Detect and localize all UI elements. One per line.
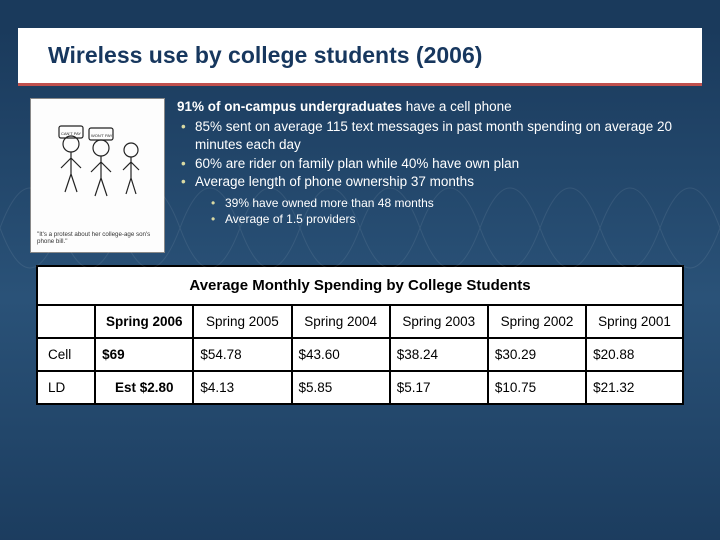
table-cell: Est $2.80 <box>95 371 193 404</box>
row-label: LD <box>37 371 95 404</box>
table-cell: $69 <box>95 338 193 371</box>
table-header <box>37 305 95 338</box>
lead-rest: have a cell phone <box>402 99 512 114</box>
svg-text:WON'T PAY: WON'T PAY <box>91 133 113 138</box>
sub-bullet-item: Average of 1.5 providers <box>225 211 690 227</box>
row-label: Cell <box>37 338 95 371</box>
table-cell: $20.88 <box>586 338 683 371</box>
table-cell: $5.85 <box>292 371 390 404</box>
table-cell: $30.29 <box>488 338 586 371</box>
slide: Wireless use by college students (2006) … <box>0 28 720 540</box>
slide-title: Wireless use by college students (2006) <box>48 42 672 69</box>
table-header: Spring 2001 <box>586 305 683 338</box>
sub-bullets: 39% have owned more than 48 months Avera… <box>177 195 690 227</box>
table-header: Spring 2004 <box>292 305 390 338</box>
table-header: Spring 2005 <box>193 305 291 338</box>
table-header-row: Spring 2006 Spring 2005 Spring 2004 Spri… <box>37 305 683 338</box>
bullet-item: 85% sent on average 115 text messages in… <box>195 118 690 154</box>
lead-line: 91% of on-campus undergraduates have a c… <box>177 98 690 116</box>
main-bullets: 85% sent on average 115 text messages in… <box>177 118 690 191</box>
cartoon-image: CAN'T PAY WON'T PAY "It's a protest abou… <box>30 98 165 253</box>
table-cell: $10.75 <box>488 371 586 404</box>
top-row: CAN'T PAY WON'T PAY "It's a protest abou… <box>30 98 690 253</box>
spending-table-wrap: Average Monthly Spending by College Stud… <box>36 265 684 405</box>
table-header: Spring 2006 <box>95 305 193 338</box>
table-cell: $4.13 <box>193 371 291 404</box>
facts-block: 91% of on-campus undergraduates have a c… <box>177 98 690 253</box>
table-cell: $38.24 <box>390 338 488 371</box>
spending-table: Average Monthly Spending by College Stud… <box>36 265 684 405</box>
table-row: LD Est $2.80 $4.13 $5.85 $5.17 $10.75 $2… <box>37 371 683 404</box>
table-cell: $5.17 <box>390 371 488 404</box>
cartoon-drawing: CAN'T PAY WON'T PAY <box>35 105 160 232</box>
bullet-item: Average length of phone ownership 37 mon… <box>195 173 690 191</box>
sub-bullet-item: 39% have owned more than 48 months <box>225 195 690 211</box>
table-cell: $54.78 <box>193 338 291 371</box>
bullet-item: 60% are rider on family plan while 40% h… <box>195 155 690 173</box>
title-bar: Wireless use by college students (2006) <box>18 28 702 86</box>
table-cell: $43.60 <box>292 338 390 371</box>
table-cell: $21.32 <box>586 371 683 404</box>
table-caption: Average Monthly Spending by College Stud… <box>36 265 684 304</box>
content-area: CAN'T PAY WON'T PAY "It's a protest abou… <box>0 86 720 405</box>
cartoon-caption: "It's a protest about her college-age so… <box>35 232 160 246</box>
table-header: Spring 2003 <box>390 305 488 338</box>
svg-text:CAN'T PAY: CAN'T PAY <box>61 131 81 136</box>
table-row: Cell $69 $54.78 $43.60 $38.24 $30.29 $20… <box>37 338 683 371</box>
lead-bold: 91% of on-campus undergraduates <box>177 99 402 114</box>
table-header: Spring 2002 <box>488 305 586 338</box>
